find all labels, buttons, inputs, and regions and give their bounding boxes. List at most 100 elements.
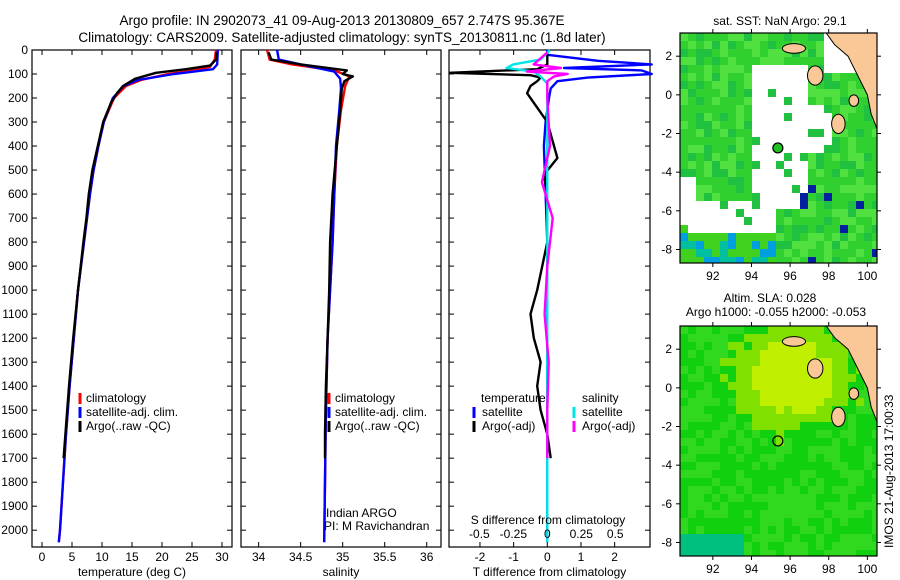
map-cell	[704, 185, 712, 193]
map-cell	[752, 201, 760, 209]
map-cell	[816, 462, 824, 470]
map-cell	[680, 542, 688, 550]
map-cell	[760, 406, 768, 414]
map-cell	[736, 542, 744, 550]
map-cell	[736, 494, 744, 502]
argo-position-marker	[772, 142, 784, 154]
map-cell	[832, 510, 840, 518]
map-cell	[848, 430, 856, 438]
map-cell	[696, 358, 704, 366]
map-cell	[840, 430, 848, 438]
map-cell	[856, 382, 864, 390]
map-frame	[679, 325, 878, 557]
map-cell	[688, 518, 696, 526]
map-cell	[680, 65, 688, 73]
map-cell	[760, 129, 768, 137]
map-cell	[712, 366, 720, 374]
map-cell	[776, 57, 784, 65]
map-cell	[760, 145, 768, 153]
map-cell	[784, 249, 792, 257]
map-cell	[688, 113, 696, 121]
map-cell	[816, 169, 824, 177]
map-cell	[688, 342, 696, 350]
map-cell	[832, 225, 840, 233]
map-cell	[832, 81, 840, 89]
map-cell	[744, 217, 752, 225]
map-cell	[680, 374, 688, 382]
map-cell	[760, 137, 768, 145]
map-cell	[848, 382, 856, 390]
map-cell	[712, 510, 720, 518]
map-cell	[848, 225, 856, 233]
map-cell	[808, 201, 816, 209]
map-cell	[864, 153, 872, 161]
map-cell	[808, 550, 816, 556]
map-cell	[832, 390, 840, 398]
map-cell	[848, 478, 856, 486]
map-cell	[688, 438, 696, 446]
map-cell	[784, 526, 792, 534]
map-cell	[792, 257, 800, 263]
map-cell	[824, 217, 832, 225]
map-cell	[680, 550, 688, 556]
plot-frame	[31, 49, 233, 548]
map-cell	[784, 470, 792, 478]
map-cell	[680, 105, 688, 113]
map-cell	[832, 366, 840, 374]
map-cell	[768, 185, 776, 193]
map-cell	[840, 65, 848, 73]
map-cell	[816, 390, 824, 398]
map-cell	[696, 526, 704, 534]
map-cell	[688, 57, 696, 65]
map-cell	[736, 334, 744, 342]
map-cell	[736, 65, 744, 73]
map-cell	[704, 446, 712, 454]
map-cell	[808, 486, 816, 494]
map-cell	[792, 241, 800, 249]
map-cell	[848, 81, 856, 89]
map-cell	[760, 390, 768, 398]
map-cell	[728, 446, 736, 454]
map-cell	[768, 33, 776, 41]
map-cell	[760, 201, 768, 209]
map-cell	[688, 446, 696, 454]
map-cell	[816, 49, 824, 57]
map-cell	[752, 478, 760, 486]
map-cell	[760, 89, 768, 97]
map-cell	[808, 342, 816, 350]
s-axis-label: S difference from climatology	[471, 513, 626, 527]
map-cells	[680, 326, 877, 556]
map-cell	[872, 185, 877, 193]
map-cell	[768, 201, 776, 209]
map-cell	[848, 510, 856, 518]
map-cell	[680, 33, 688, 41]
map-cell	[872, 510, 877, 518]
map-cell	[712, 209, 720, 217]
map-cell	[856, 81, 864, 89]
map-cell	[720, 382, 728, 390]
map-cell	[696, 89, 704, 97]
map-cell	[840, 225, 848, 233]
map-cell	[800, 153, 808, 161]
map-cell	[816, 406, 824, 414]
map-cell	[808, 502, 816, 510]
map-cell	[688, 326, 696, 334]
map-cell	[816, 510, 824, 518]
map-cell	[752, 249, 760, 257]
y-tick-label: -8	[661, 535, 672, 549]
map-cell	[704, 486, 712, 494]
map-cell	[752, 49, 760, 57]
map-cell	[776, 422, 784, 430]
map-cell	[696, 414, 704, 422]
map-cell	[792, 185, 800, 193]
map-cell	[744, 358, 752, 366]
y-tick-label: 1100	[2, 307, 28, 321]
map-cell	[872, 121, 877, 129]
map-cell	[864, 145, 872, 153]
map-cell	[680, 438, 688, 446]
map-cell	[840, 185, 848, 193]
map-cell	[872, 217, 877, 225]
map-cell	[760, 462, 768, 470]
map-cell	[720, 430, 728, 438]
map-cell	[816, 430, 824, 438]
